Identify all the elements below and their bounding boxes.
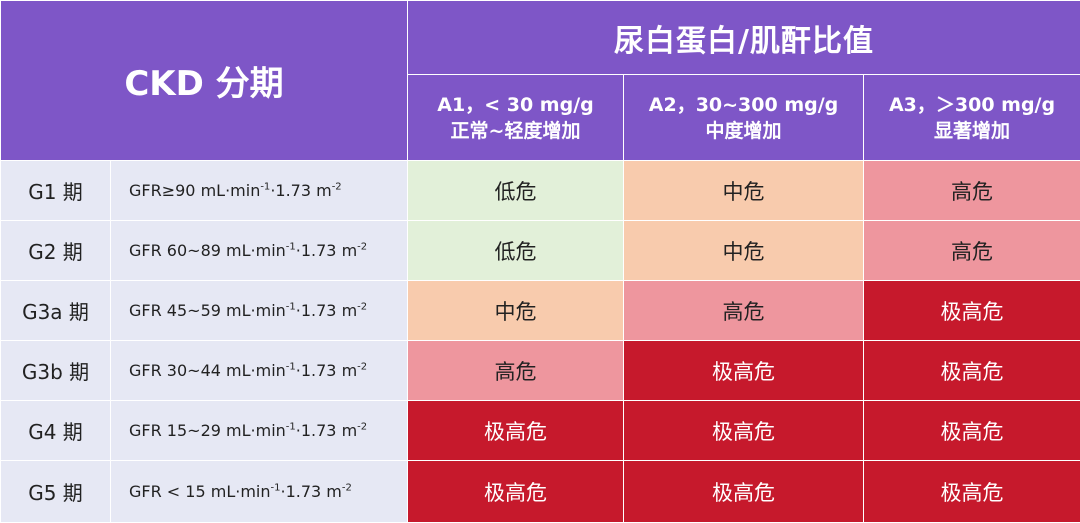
acr-column-a2-desc: 中度增加 — [624, 118, 863, 144]
acr-column-a1: A1，< 30 mg/g 正常~轻度增加 — [408, 75, 624, 161]
risk-cell: 极高危 — [624, 461, 864, 523]
gfr-range: GFR 15~29 mL·min-1·1.73 m-2 — [111, 401, 408, 461]
risk-cell: 高危 — [408, 341, 624, 401]
risk-cell: 低危 — [408, 161, 624, 221]
stage-label: G3a 期 — [1, 281, 111, 341]
stage-label: G3b 期 — [1, 341, 111, 401]
acr-column-a1-desc: 正常~轻度增加 — [408, 118, 623, 144]
acr-column-a3-desc: 显著增加 — [864, 118, 1080, 144]
table-row: G5 期 GFR < 15 mL·min-1·1.73 m-2 极高危 极高危 … — [1, 461, 1080, 523]
risk-cell: 中危 — [624, 161, 864, 221]
gfr-range: GFR < 15 mL·min-1·1.73 m-2 — [111, 461, 408, 523]
gfr-range: GFR 60~89 mL·min-1·1.73 m-2 — [111, 221, 408, 281]
acr-column-a2: A2，30~300 mg/g 中度增加 — [624, 75, 864, 161]
table-row: G1 期 GFR≥90 mL·min-1·1.73 m-2 低危 中危 高危 — [1, 161, 1080, 221]
risk-cell: 极高危 — [624, 401, 864, 461]
acr-column-a2-range: A2，30~300 mg/g — [624, 92, 863, 118]
risk-cell: 高危 — [864, 221, 1080, 281]
gfr-range: GFR 30~44 mL·min-1·1.73 m-2 — [111, 341, 408, 401]
acr-column-a1-range: A1，< 30 mg/g — [408, 92, 623, 118]
risk-cell: 极高危 — [624, 341, 864, 401]
table-row: G4 期 GFR 15~29 mL·min-1·1.73 m-2 极高危 极高危… — [1, 401, 1080, 461]
stage-label: G2 期 — [1, 221, 111, 281]
risk-cell: 高危 — [624, 281, 864, 341]
acr-column-a3: A3，＞300 mg/g 显著增加 — [864, 75, 1080, 161]
stage-label: G4 期 — [1, 401, 111, 461]
risk-cell: 中危 — [624, 221, 864, 281]
risk-cell: 中危 — [408, 281, 624, 341]
stage-label: G5 期 — [1, 461, 111, 523]
risk-cell: 极高危 — [864, 461, 1080, 523]
stage-label: G1 期 — [1, 161, 111, 221]
acr-column-a3-range: A3，＞300 mg/g — [864, 92, 1080, 118]
table-row: G2 期 GFR 60~89 mL·min-1·1.73 m-2 低危 中危 高… — [1, 221, 1080, 281]
risk-cell: 低危 — [408, 221, 624, 281]
table-row: G3b 期 GFR 30~44 mL·min-1·1.73 m-2 高危 极高危… — [1, 341, 1080, 401]
risk-cell: 极高危 — [864, 341, 1080, 401]
ckd-stage-header: CKD 分期 — [1, 1, 408, 161]
risk-cell: 极高危 — [864, 401, 1080, 461]
risk-cell: 高危 — [864, 161, 1080, 221]
risk-cell: 极高危 — [864, 281, 1080, 341]
risk-cell: 极高危 — [408, 461, 624, 523]
risk-cell: 极高危 — [408, 401, 624, 461]
gfr-range: GFR≥90 mL·min-1·1.73 m-2 — [111, 161, 408, 221]
table-row: G3a 期 GFR 45~59 mL·min-1·1.73 m-2 中危 高危 … — [1, 281, 1080, 341]
gfr-range: GFR 45~59 mL·min-1·1.73 m-2 — [111, 281, 408, 341]
acr-header: 尿白蛋白/肌酐比值 — [408, 1, 1080, 75]
